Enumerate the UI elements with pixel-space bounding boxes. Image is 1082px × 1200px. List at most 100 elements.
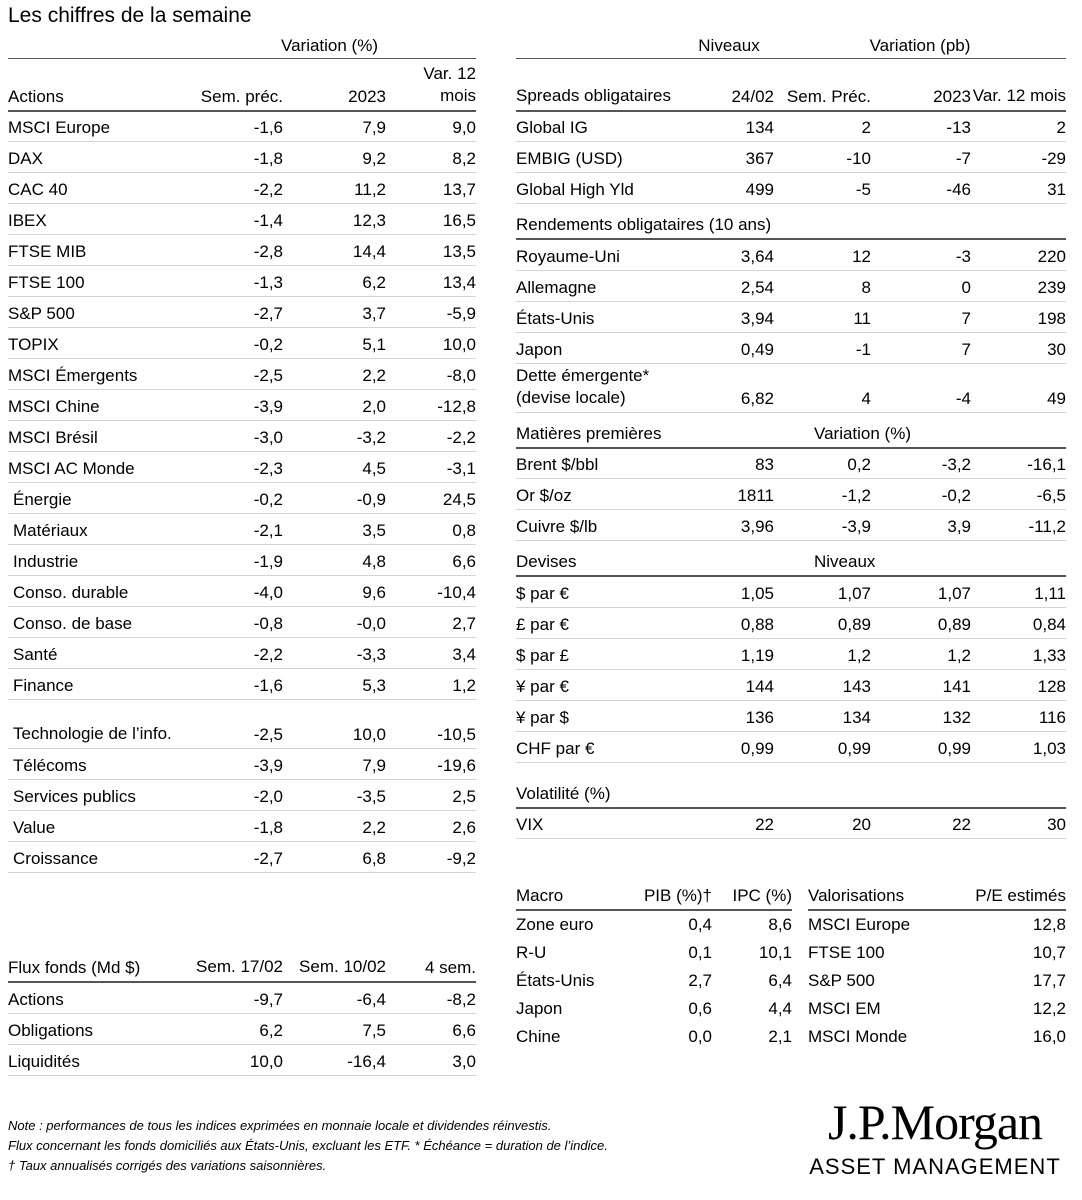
- section-header: Volatilité (%): [516, 772, 1067, 809]
- row-value: 3,5: [283, 513, 386, 545]
- row-value: -6,5: [971, 478, 1067, 510]
- row-value: 8,2: [386, 141, 477, 173]
- row-value: -2,7: [183, 296, 283, 328]
- row-value: 5,1: [283, 327, 386, 359]
- row-value: 4,4: [768, 999, 792, 1018]
- yield-row: Royaume-Uni 3,64 12 -3 220: [516, 239, 1067, 271]
- row-value: 14,4: [283, 234, 386, 266]
- row-label: Value: [8, 810, 183, 842]
- row-value: 10,0: [386, 327, 477, 359]
- row-value: -46: [871, 172, 971, 204]
- yield-row: Dette émergente* (devise locale) 6,82 4 -4 4…: [516, 363, 1067, 413]
- equity-row: CAC 40 -2,2 11,2 13,7: [8, 172, 477, 204]
- row-label: États-Unis: [516, 301, 684, 333]
- footnote-line: Flux concernant les fonds domiciliés aux…: [8, 1138, 608, 1153]
- row-value: 134: [774, 700, 871, 732]
- row-label: CHF par €: [516, 731, 684, 763]
- row-value: 16,0: [1032, 1027, 1066, 1046]
- volatility-row: VIX 22 20 22 30: [516, 807, 1067, 839]
- row-value: -0,2: [183, 327, 283, 359]
- row-label: Énergie: [8, 482, 183, 514]
- row-value: 49: [971, 363, 1067, 413]
- valuation-row: MSCI EM 12,2: [808, 994, 1066, 1022]
- logo-name: J.P.Morgan: [827, 1094, 1043, 1150]
- row-value: -10: [774, 141, 871, 173]
- row-value: -2,5: [183, 699, 283, 749]
- row-label: ¥ par €: [516, 669, 684, 701]
- row-value: 134: [684, 110, 774, 142]
- row-value: 198: [971, 301, 1067, 333]
- row-value: 144: [684, 669, 774, 701]
- row-value: -2,5: [183, 358, 283, 390]
- row-value: 31: [971, 172, 1067, 204]
- valuation-row: S&P 500 17,7: [808, 966, 1066, 994]
- row-value: 3,96: [684, 509, 774, 541]
- row-value: -3,1: [386, 451, 477, 483]
- row-value: 3,4: [386, 637, 477, 669]
- row-value: -0,2: [871, 478, 971, 510]
- row-value: 10,1: [758, 943, 792, 962]
- row-label: TOPIX: [8, 327, 183, 359]
- row-value: -5: [774, 172, 871, 204]
- row-value: 9,0: [386, 110, 477, 142]
- row-value: 1,07: [871, 576, 971, 608]
- row-value: 367: [684, 141, 774, 173]
- row-value: 22: [871, 807, 971, 839]
- row-value: 128: [971, 669, 1067, 701]
- row-value: 2,2: [283, 810, 386, 842]
- macro-row: États-Unis 2,7 6,4: [516, 966, 792, 994]
- row-value: 4: [774, 363, 871, 413]
- equity-row: Industrie -1,9 4,8 6,6: [8, 544, 477, 576]
- bonds-header-level: 24/02: [684, 58, 774, 112]
- fx-row: $ par £1,19 1,2 1,2 1,33: [516, 638, 1067, 670]
- row-value: 4,5: [283, 451, 386, 483]
- footnote-line: Note : performances de tous les indices …: [8, 1118, 552, 1133]
- equity-row: MSCI Europe -1,6 7,9 9,0: [8, 110, 477, 142]
- row-label: S&P 500: [808, 971, 875, 990]
- section-header: Devises Niveaux: [516, 540, 1067, 577]
- row-value: 1,2: [871, 638, 971, 670]
- row-value: 499: [684, 172, 774, 204]
- row-value: -6,4: [283, 982, 386, 1014]
- macro-header-cpi: IPC (%): [712, 876, 792, 911]
- row-value: 1,05: [684, 576, 774, 608]
- row-value: -1,3: [183, 265, 283, 297]
- row-value: 3,7: [283, 296, 386, 328]
- jpmorgan-logo: J.P.Morgan ASSET MANAGEMENT: [808, 1094, 1062, 1180]
- flow-row: Actions -9,7 -6,4 -8,2: [8, 982, 476, 1014]
- row-label: MSCI Brésil: [8, 420, 183, 452]
- macro-row: Zone euro 0,4 8,6: [516, 910, 792, 938]
- equity-row: S&P 500 -2,7 3,7 -5,9: [8, 296, 477, 328]
- row-value: 13,4: [386, 265, 477, 297]
- row-value: 12,2: [1032, 999, 1066, 1018]
- equity-row: Value -1,8 2,2 2,6: [8, 810, 477, 842]
- row-value: 9,6: [283, 575, 386, 607]
- markets-table: Niveaux Variation (pb) Spreads obligatai…: [516, 32, 1067, 839]
- bonds-header-name: Spreads obligataires: [516, 58, 684, 112]
- row-label: CAC 40: [8, 172, 183, 204]
- row-value: 220: [971, 239, 1067, 271]
- equity-row: Télécoms -3,9 7,9 -19,6: [8, 748, 477, 780]
- row-label: MSCI Émergents: [8, 358, 183, 390]
- section-header: Matières premières Variation (%): [516, 412, 1067, 449]
- row-label: $ par €: [516, 576, 684, 608]
- row-value: -3,0: [183, 420, 283, 452]
- row-label: MSCI Monde: [808, 1027, 908, 1046]
- spacer-row: [516, 762, 1066, 773]
- row-label: MSCI EM: [808, 999, 881, 1018]
- row-value: -2,7: [183, 841, 283, 873]
- section-header: Rendements obligataires (10 ans): [516, 203, 1067, 240]
- row-value: 6,82: [684, 363, 774, 413]
- equity-row: FTSE MIB -2,8 14,4 13,5: [8, 234, 477, 266]
- row-value: 30: [971, 332, 1067, 364]
- row-value: 0: [871, 270, 971, 302]
- row-label: MSCI Chine: [8, 389, 183, 421]
- macro-header-name: Macro: [516, 876, 626, 911]
- row-value: -3,3: [283, 637, 386, 669]
- row-value: 0,99: [871, 731, 971, 763]
- fx-row: $ par €1,05 1,07 1,07 1,11: [516, 576, 1067, 608]
- row-value: 0,99: [684, 731, 774, 763]
- row-value: 136: [684, 700, 774, 732]
- row-value: 0,2: [774, 447, 871, 479]
- equity-row: Matériaux -2,1 3,5 0,8: [8, 513, 477, 545]
